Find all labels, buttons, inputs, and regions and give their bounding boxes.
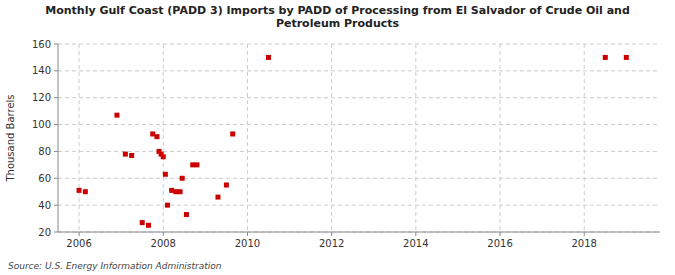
grid-line	[58, 70, 660, 71]
tick-label: 2012	[319, 238, 344, 249]
grid-line	[500, 44, 501, 232]
tick-mark	[54, 124, 58, 125]
point	[161, 154, 166, 159]
tick-mark	[79, 232, 80, 236]
grid-line	[163, 44, 164, 232]
point	[184, 212, 189, 217]
tick-label: 2010	[235, 238, 260, 249]
point	[178, 189, 183, 194]
point	[215, 195, 220, 200]
grid-line	[415, 44, 416, 232]
tick-mark	[54, 205, 58, 206]
tick-mark	[500, 232, 501, 236]
point	[83, 189, 88, 194]
point	[603, 55, 608, 60]
tick-label: 2006	[66, 238, 91, 249]
tick-mark	[247, 232, 248, 236]
x-axis	[58, 232, 660, 233]
tick-label: 60	[38, 173, 51, 184]
tick-mark	[331, 232, 332, 236]
grid-line	[58, 97, 660, 98]
title: Monthly Gulf Coast (PADD 3) Imports by P…	[45, 4, 630, 30]
point	[129, 153, 134, 158]
tick-mark	[163, 232, 164, 236]
point	[165, 203, 170, 208]
tick-label: 2016	[487, 238, 512, 249]
tick-mark	[54, 44, 58, 45]
tick-label: 40	[38, 200, 51, 211]
tick-label: 80	[38, 146, 51, 157]
point	[194, 162, 199, 167]
grid-line	[58, 151, 660, 152]
y-axis	[58, 44, 59, 232]
point	[163, 172, 168, 177]
grid-line	[331, 44, 332, 232]
grid-line	[58, 124, 660, 125]
grid-line	[247, 44, 248, 232]
points	[77, 55, 629, 228]
grid-line	[58, 205, 660, 206]
tick-label: 160	[32, 39, 51, 50]
point	[624, 55, 629, 60]
tick-label: 140	[32, 65, 51, 76]
tick-label: 2018	[571, 238, 596, 249]
point	[154, 134, 159, 139]
tick-mark	[54, 97, 58, 98]
grid	[58, 44, 660, 232]
grid-line	[58, 232, 660, 233]
tick-label: 20	[38, 227, 51, 238]
annotation: Source: U.S. Energy Information Administ…	[8, 261, 222, 271]
tick-mark	[584, 232, 585, 236]
tick-mark	[54, 151, 58, 152]
point	[123, 152, 128, 157]
tick-mark	[54, 178, 58, 179]
tick-label: 2008	[151, 238, 176, 249]
grid-line	[58, 44, 660, 45]
point	[230, 131, 235, 136]
tick-mark	[415, 232, 416, 236]
axis-label: Thousand Barrels	[5, 94, 16, 182]
point	[146, 223, 151, 228]
point	[180, 176, 185, 181]
tick-mark	[54, 70, 58, 71]
grid-line	[58, 178, 660, 179]
grid-line	[584, 44, 585, 232]
point	[224, 183, 229, 188]
tick-mark	[54, 232, 58, 233]
tick-label: 2014	[403, 238, 428, 249]
chart: Monthly Gulf Coast (PADD 3) Imports by P…	[0, 0, 675, 275]
tick-label: 100	[32, 119, 51, 130]
point	[77, 188, 82, 193]
point	[266, 55, 271, 60]
point	[114, 113, 119, 118]
tick-label: 120	[32, 92, 51, 103]
grid-line	[79, 44, 80, 232]
point	[140, 220, 145, 225]
